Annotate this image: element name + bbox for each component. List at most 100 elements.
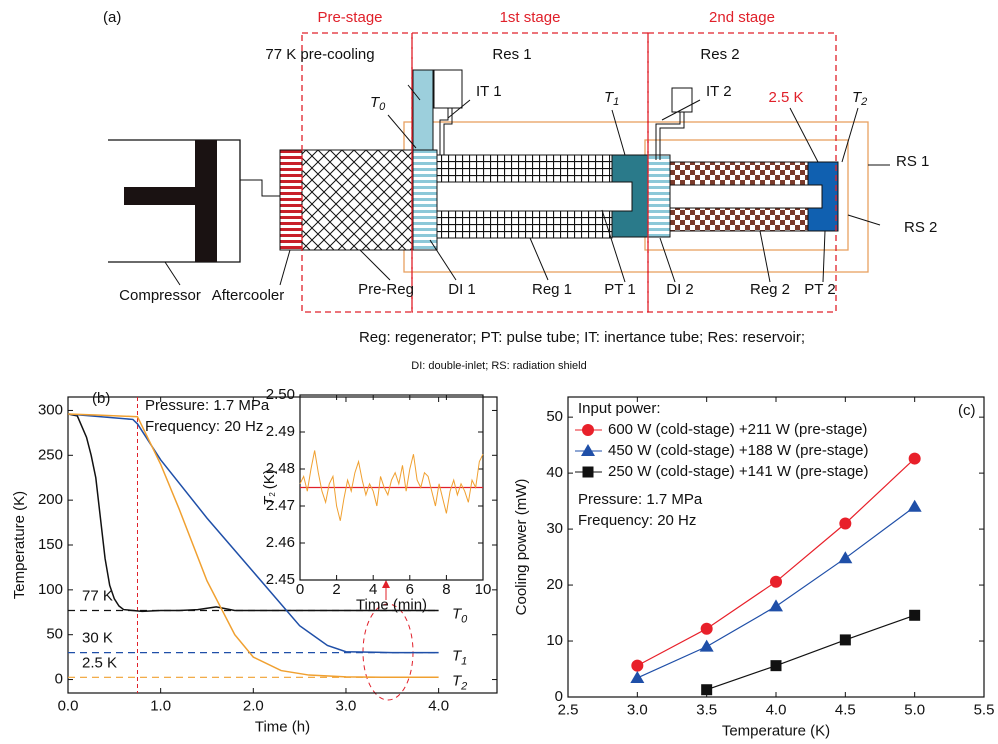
reservoir-1 [433, 69, 463, 109]
pulse-tube-2 [807, 161, 839, 232]
legend-label: 600 W (cold-stage) +211 W (pre-stage) [608, 421, 867, 438]
temp-label: T2 [852, 89, 867, 108]
x-tick-label: 4.0 [428, 697, 449, 714]
legend-label: 250 W (cold-stage) +141 W (pre-stage) [608, 463, 869, 480]
annotation: Pressure: 1.7 MPa [578, 491, 703, 508]
x-tick-label: 3.0 [336, 697, 357, 714]
y-tick-label: 30 [546, 520, 563, 537]
label: 2.5 K [768, 89, 803, 106]
x-tick-label: 8 [442, 581, 450, 598]
data-line [67, 413, 439, 654]
x-tick-label: 3.0 [627, 701, 648, 718]
y-tick-label: 2.48 [266, 460, 295, 477]
precooler [412, 69, 434, 151]
y-tick-label: 100 [38, 581, 63, 598]
connector [240, 179, 280, 197]
piston-rod [124, 187, 195, 205]
series-label: T [452, 672, 463, 689]
reference-label: 77 K [82, 587, 113, 604]
panel-label: (c) [958, 402, 976, 419]
label: Reg 2 [750, 281, 790, 298]
double-inlet-1 [412, 149, 438, 251]
y-tick-label: 300 [38, 401, 63, 418]
series-label: T [452, 648, 463, 665]
y-tick-label: 2.49 [266, 423, 295, 440]
data-point [631, 659, 644, 672]
data-point [701, 684, 713, 696]
data-point [770, 660, 782, 672]
x-tick-label: 4 [369, 581, 377, 598]
x-tick-label: 4.5 [835, 701, 856, 718]
regenerator-1 [436, 210, 613, 239]
regenerator-2 [669, 161, 809, 186]
y-tick-label: 2.47 [266, 497, 295, 514]
label: RS 1 [896, 153, 929, 170]
label: Res 1 [492, 46, 531, 63]
inertance-tube-2 [655, 112, 685, 160]
data-point [630, 670, 645, 683]
y-axis-label: T [261, 495, 278, 506]
series-label: 1 [461, 656, 467, 668]
series-label: 2 [460, 680, 467, 692]
label: Compressor [119, 287, 201, 304]
label: Reg 1 [532, 281, 572, 298]
series-label: T2 [452, 672, 467, 692]
annotation: Pressure: 1.7 MPa [145, 397, 270, 414]
y-tick-label: 2.46 [266, 534, 295, 551]
stage-label: 2nd stage [709, 9, 775, 26]
reservoir-2 [671, 87, 693, 113]
pre-regenerator [301, 149, 413, 251]
label: RS 2 [904, 219, 937, 236]
label: IT 1 [476, 83, 502, 100]
double-inlet-2 [647, 154, 671, 238]
y-tick-label: 0 [55, 671, 63, 688]
label: Aftercooler [212, 287, 285, 304]
x-tick-label: 4.0 [766, 701, 787, 718]
data-point [699, 639, 714, 652]
diagram: (a) Pre-stage 1st stage 2nd stage 77 K p… [103, 9, 937, 372]
series-label: 0 [461, 613, 468, 625]
radiation-shield-2 [644, 139, 849, 251]
data-point [908, 452, 921, 465]
x-tick-label: 0.0 [58, 697, 79, 714]
reference-label: 2.5 K [82, 654, 117, 671]
x-tick-label: 2 [332, 581, 340, 598]
y-tick-label: 2.45 [266, 571, 295, 588]
y-tick-label: 150 [38, 536, 63, 553]
data-line [706, 614, 915, 691]
y-axis-label: 2 [268, 492, 277, 497]
label: 77 K pre-cooling [265, 46, 374, 63]
stage-boxes [301, 32, 837, 313]
label: DI 1 [448, 281, 476, 298]
label: Res 2 [700, 46, 739, 63]
x-axis-label: Temperature (K) [722, 722, 830, 739]
aftercooler [279, 149, 303, 251]
data-point [838, 551, 853, 564]
x-tick-label: 3.5 [696, 701, 717, 718]
x-axis-label: Time (h) [255, 718, 310, 735]
annotation: Frequency: 20 Hz [578, 512, 696, 529]
y-tick-label: 250 [38, 446, 63, 463]
y-axis-label: (K) [261, 469, 278, 489]
leader-lines [164, 84, 890, 286]
data-point [769, 599, 783, 612]
x-tick-label: 2.0 [243, 697, 264, 714]
x-tick-label: 10 [475, 581, 492, 598]
label: PT 2 [804, 281, 835, 298]
panel-label: (b) [92, 390, 110, 407]
temp-label: T0 [370, 94, 386, 113]
data-line [299, 450, 484, 521]
y-tick-label: 20 [546, 576, 563, 593]
legend-marker [582, 466, 594, 478]
y-axis-label: Cooling power (mW) [513, 479, 530, 616]
series-label: T0 [452, 605, 468, 625]
data-point [909, 609, 921, 621]
x-axis-label: Time (min) [356, 596, 427, 613]
inertance-tube-1 [439, 108, 453, 160]
annotation: Frequency: 20 Hz [145, 418, 263, 435]
y-tick-label: 50 [546, 408, 563, 425]
temp-label: T1 [604, 89, 619, 108]
data-line [637, 506, 916, 679]
data-line [637, 458, 916, 667]
